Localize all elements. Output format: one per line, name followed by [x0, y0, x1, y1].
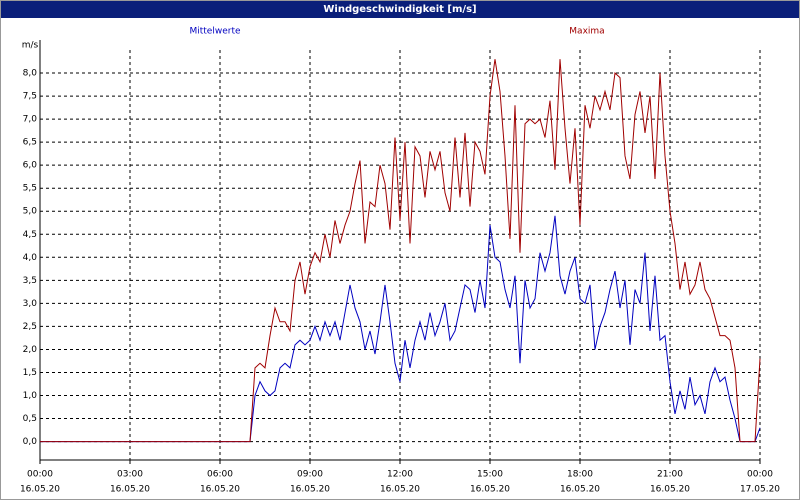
y-tick-label: 8,0 — [23, 69, 38, 79]
x-tick-label: 16.05.20 — [200, 485, 240, 495]
y-tick-label: 7,0 — [23, 115, 38, 125]
y-tick-label: 3,5 — [23, 276, 37, 286]
y-tick-label: 0,5 — [23, 414, 37, 424]
y-tick-label: 7,5 — [23, 92, 37, 102]
x-tick-label: 03:00 — [117, 470, 143, 480]
y-tick-label: 2,5 — [23, 322, 37, 332]
x-tick-label: 00:00 — [747, 470, 773, 480]
y-tick-label: 2,0 — [23, 345, 38, 355]
x-tick-label: 16.05.20 — [470, 485, 510, 495]
y-tick-label: 5,0 — [23, 207, 38, 217]
x-tick-label: 16.05.20 — [380, 485, 420, 495]
x-tick-label: 15:00 — [477, 470, 503, 480]
y-tick-label: 6,0 — [23, 161, 38, 171]
y-tick-label: 3,0 — [23, 299, 38, 309]
y-tick-label: 4,0 — [23, 253, 38, 263]
y-tick-label: 4,5 — [23, 230, 37, 240]
x-tick-label: 06:00 — [207, 470, 233, 480]
chart-title: Windgeschwindigkeit [m/s] — [323, 4, 476, 15]
x-tick-label: 16.05.20 — [290, 485, 330, 495]
x-tick-label: 00:00 — [27, 470, 53, 480]
y-tick-label: 1,5 — [23, 368, 37, 378]
y-tick-label: 1,0 — [23, 391, 38, 401]
x-tick-label: 16.05.20 — [650, 485, 690, 495]
x-tick-label: 16.05.20 — [110, 485, 150, 495]
legend-label: Maxima — [569, 27, 604, 37]
y-tick-label: 5,5 — [23, 184, 37, 194]
x-tick-label: 18:00 — [567, 470, 593, 480]
title-bar — [0, 0, 800, 18]
y-tick-label: 0,0 — [23, 437, 38, 447]
series-line — [40, 215, 761, 443]
legend-label: Mittelwerte — [189, 27, 240, 37]
x-tick-label: 16.05.20 — [560, 485, 600, 495]
x-tick-label: 17.05.20 — [740, 485, 780, 495]
x-tick-label: 21:00 — [657, 470, 683, 480]
y-tick-label: 6,5 — [23, 138, 37, 148]
series-line — [40, 59, 761, 443]
x-tick-label: 12:00 — [387, 470, 413, 480]
x-tick-label: 16.05.20 — [20, 485, 60, 495]
x-tick-label: 09:00 — [297, 470, 323, 480]
y-axis-label: m/s — [22, 41, 39, 51]
